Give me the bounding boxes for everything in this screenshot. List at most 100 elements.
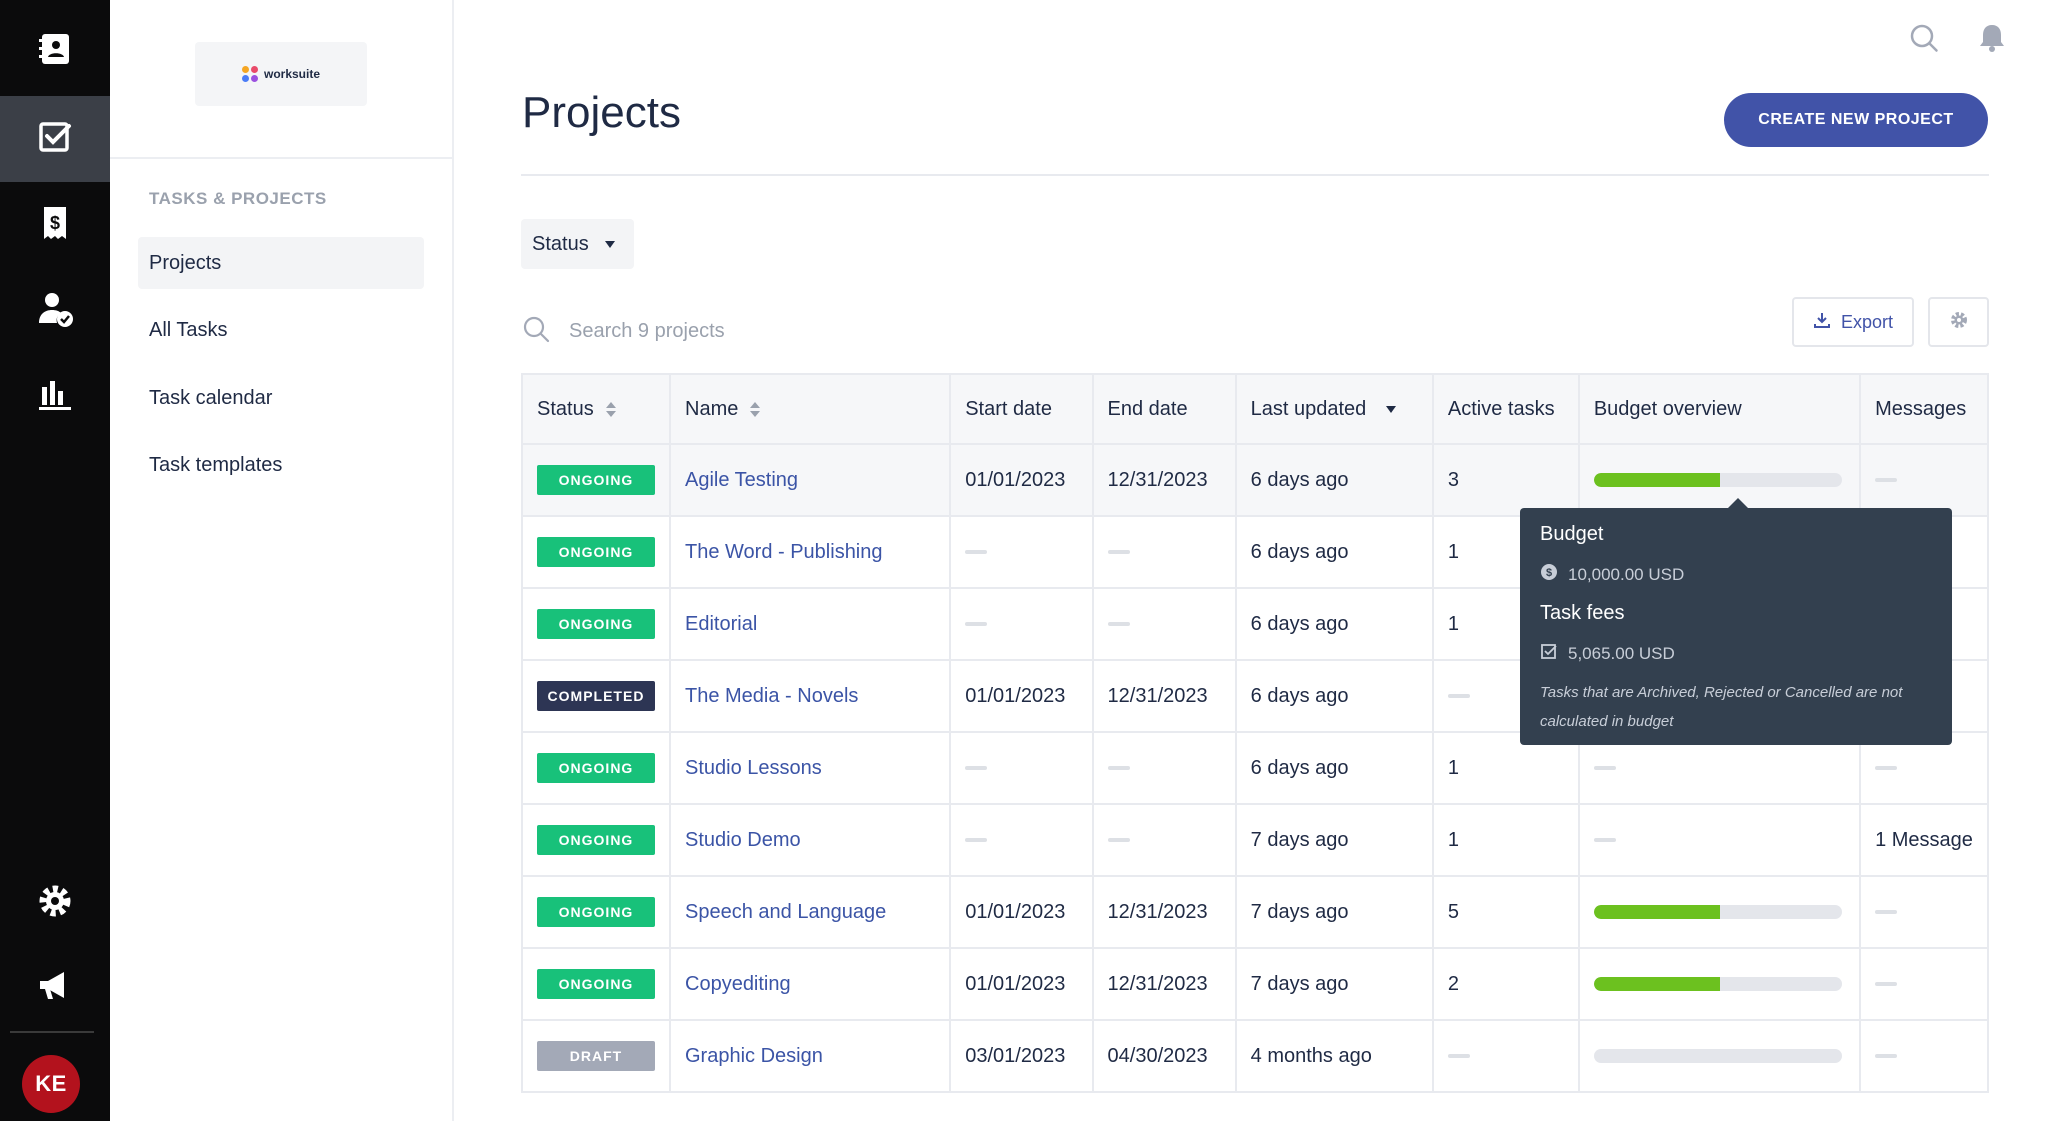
status-badge: ONGOING <box>537 537 655 567</box>
column-header-messages[interactable]: Messages <box>1859 373 1989 445</box>
column-header-active-tasks[interactable]: Active tasks <box>1431 373 1580 445</box>
budget-progress-bar[interactable] <box>1593 473 1842 487</box>
svg-text:$: $ <box>50 213 60 233</box>
cell-status: ONGOING <box>521 587 671 661</box>
rail-tasks[interactable] <box>0 96 110 182</box>
tooltip-fees-value: 5,065.00 USD <box>1568 643 1675 663</box>
company-logo[interactable]: worksuite <box>195 42 367 106</box>
table-row[interactable]: ONGOING Speech and Language 01/01/2023 12/3… <box>521 875 1989 949</box>
cell-end-date: 04/30/2023 <box>1091 1019 1237 1093</box>
column-header-start-date[interactable]: Start date <box>949 373 1094 445</box>
cell-status: ONGOING <box>521 803 671 877</box>
cell-start-date <box>949 587 1094 661</box>
cell-start-date: 03/01/2023 <box>949 1019 1094 1093</box>
sidebar-item-task-calendar[interactable]: Task calendar <box>149 386 273 409</box>
search-icon <box>521 314 551 349</box>
project-name-link[interactable]: Studio Demo <box>685 828 801 851</box>
rail-users[interactable] <box>0 268 110 354</box>
bell-icon[interactable] <box>1976 22 2008 59</box>
rail-settings[interactable] <box>0 860 110 946</box>
project-name-link[interactable]: Speech and Language <box>685 900 887 923</box>
cell-start-date: 01/01/2023 <box>949 947 1094 1021</box>
rail-reports[interactable] <box>0 354 110 440</box>
cell-end-date <box>1091 803 1237 877</box>
section-sidebar: worksuite TASKS & PROJECTS Projects All … <box>110 0 454 1121</box>
last-updated: 7 days ago <box>1250 900 1349 923</box>
active-tasks-count: 1 <box>1447 540 1459 563</box>
cell-budget-overview <box>1577 947 1862 1021</box>
sidebar-item-projects[interactable]: Projects <box>138 237 424 289</box>
cell-name: Editorial <box>668 587 952 661</box>
empty-value-dash <box>1875 910 1898 915</box>
table-header-row: Status Name Start date End date Last upd… <box>521 373 1989 445</box>
rail-contacts[interactable] <box>0 8 110 94</box>
project-name-link[interactable]: Editorial <box>685 612 758 635</box>
budget-progress-bar[interactable] <box>1593 977 1842 991</box>
status-filter-label: Status <box>532 232 589 255</box>
messages-link[interactable]: 1 Message <box>1875 828 1973 851</box>
cell-start-date: 01/01/2023 <box>949 443 1094 517</box>
project-name-link[interactable]: The Word - Publishing <box>685 540 883 563</box>
search-input[interactable] <box>569 320 969 343</box>
end-date: 12/31/2023 <box>1107 468 1208 491</box>
column-header-last-updated[interactable]: Last updated <box>1234 373 1434 445</box>
title-divider <box>521 174 1989 176</box>
end-date: 12/31/2023 <box>1107 684 1208 707</box>
search-bar <box>521 314 969 349</box>
cell-status: ONGOING <box>521 947 671 1021</box>
cell-end-date: 12/31/2023 <box>1091 443 1237 517</box>
cell-budget-overview <box>1577 875 1862 949</box>
table-row[interactable]: DRAFT Graphic Design 03/01/2023 04/30/2023 4… <box>521 1019 1989 1093</box>
table-row[interactable]: ONGOING Copyediting 01/01/2023 12/31/2023 7 … <box>521 947 1989 1021</box>
project-name-link[interactable]: Agile Testing <box>685 468 799 491</box>
search-icon[interactable] <box>1908 22 1940 59</box>
cell-budget-overview <box>1577 1019 1862 1093</box>
table-row[interactable]: ONGOING Agile Testing 01/01/2023 12/31/2023… <box>521 443 1989 517</box>
empty-value-dash <box>1593 838 1616 843</box>
column-header-budget-overview[interactable]: Budget overview <box>1577 373 1862 445</box>
empty-value-dash <box>965 766 988 771</box>
cell-messages: 1 Message <box>1859 803 1989 877</box>
status-badge: ONGOING <box>537 825 655 855</box>
column-header-status[interactable]: Status <box>521 373 671 445</box>
table-row[interactable]: ONGOING Studio Demo 7 days ago 1 1 Message <box>521 803 1989 877</box>
app-rail: $ KE <box>0 0 110 1121</box>
cell-last-updated: 6 days ago <box>1234 587 1434 661</box>
status-badge: ONGOING <box>537 969 655 999</box>
project-name-link[interactable]: Graphic Design <box>685 1044 823 1067</box>
column-header-end-date[interactable]: End date <box>1091 373 1237 445</box>
table-settings-button[interactable] <box>1928 297 1989 347</box>
project-name-link[interactable]: The Media - Novels <box>685 684 859 707</box>
empty-value-dash <box>1875 982 1898 987</box>
rail-invoices[interactable]: $ <box>0 182 110 268</box>
status-filter-dropdown[interactable]: Status <box>521 219 634 269</box>
cell-status: ONGOING <box>521 443 671 517</box>
avatar[interactable]: KE <box>22 1055 80 1113</box>
export-button[interactable]: Export <box>1792 297 1914 347</box>
project-name-link[interactable]: Studio Lessons <box>685 756 822 779</box>
empty-value-dash <box>1107 766 1130 771</box>
budget-progress-bar[interactable] <box>1593 905 1842 919</box>
cell-last-updated: 6 days ago <box>1234 659 1434 733</box>
tooltip-fees-title: Task fees <box>1540 602 1625 624</box>
cell-name: The Word - Publishing <box>668 515 952 589</box>
empty-value-dash <box>1875 766 1898 771</box>
cell-status: ONGOING <box>521 875 671 949</box>
cell-messages <box>1859 875 1989 949</box>
cell-active-tasks: 1 <box>1431 803 1580 877</box>
rail-announcements[interactable] <box>0 944 110 1030</box>
last-updated: 4 months ago <box>1250 1044 1372 1067</box>
gear-icon <box>35 881 75 926</box>
budget-progress-bar[interactable] <box>1593 1049 1842 1063</box>
empty-value-dash <box>1447 1054 1470 1059</box>
sort-icon <box>605 401 616 417</box>
project-name-link[interactable]: Copyediting <box>685 972 791 995</box>
last-updated: 7 days ago <box>1250 828 1349 851</box>
column-header-name[interactable]: Name <box>668 373 952 445</box>
create-project-button[interactable]: CREATE NEW PROJECT <box>1724 93 1988 147</box>
active-tasks-count: 3 <box>1447 468 1459 491</box>
sidebar-item-task-templates[interactable]: Task templates <box>149 453 283 476</box>
cell-last-updated: 6 days ago <box>1234 731 1434 805</box>
sidebar-item-all-tasks[interactable]: All Tasks <box>149 318 228 341</box>
tooltip-note: Tasks that are Archived, Rejected or Can… <box>1540 684 1903 730</box>
